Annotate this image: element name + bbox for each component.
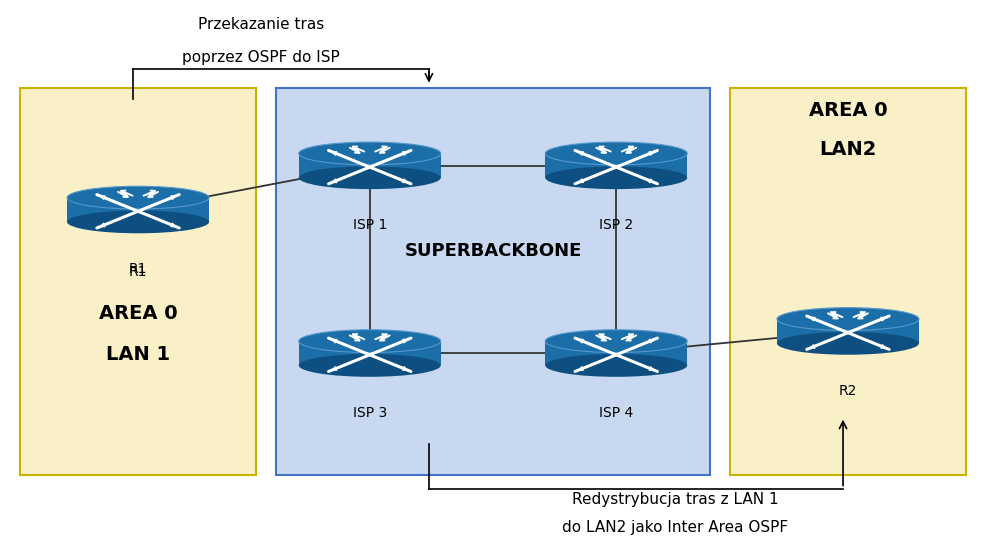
Text: LAN2: LAN2	[819, 140, 877, 158]
Ellipse shape	[299, 330, 441, 353]
Ellipse shape	[777, 307, 919, 331]
FancyBboxPatch shape	[730, 88, 966, 475]
Text: do LAN2 jako Inter Area OSPF: do LAN2 jako Inter Area OSPF	[562, 519, 789, 535]
Ellipse shape	[299, 166, 441, 189]
Text: Przekazanie tras: Przekazanie tras	[198, 17, 324, 33]
FancyBboxPatch shape	[276, 88, 710, 475]
FancyBboxPatch shape	[20, 88, 256, 475]
Text: poprzez OSPF do ISP: poprzez OSPF do ISP	[182, 50, 340, 66]
Text: R1: R1	[129, 265, 147, 279]
Text: ISP 3: ISP 3	[353, 406, 387, 420]
Ellipse shape	[545, 142, 687, 165]
Text: R1: R1	[129, 262, 147, 276]
FancyBboxPatch shape	[545, 341, 687, 365]
Text: Redystrybucja tras z LAN 1: Redystrybucja tras z LAN 1	[572, 492, 779, 507]
Ellipse shape	[299, 354, 441, 377]
Ellipse shape	[545, 354, 687, 377]
Text: R2: R2	[839, 384, 857, 397]
Text: AREA 0: AREA 0	[99, 304, 177, 322]
Ellipse shape	[545, 330, 687, 353]
Text: ISP 2: ISP 2	[599, 218, 633, 232]
FancyBboxPatch shape	[545, 153, 687, 178]
Ellipse shape	[67, 186, 209, 209]
FancyBboxPatch shape	[67, 198, 209, 222]
FancyBboxPatch shape	[299, 153, 441, 178]
Ellipse shape	[67, 210, 209, 233]
Text: ISP 4: ISP 4	[599, 406, 633, 420]
Text: SUPERBACKBONE: SUPERBACKBONE	[404, 242, 582, 260]
Text: AREA 0: AREA 0	[809, 101, 887, 120]
Text: LAN 1: LAN 1	[106, 345, 171, 364]
FancyBboxPatch shape	[777, 319, 919, 343]
Ellipse shape	[299, 142, 441, 165]
FancyBboxPatch shape	[299, 341, 441, 365]
Ellipse shape	[545, 166, 687, 189]
Text: ISP 1: ISP 1	[353, 218, 387, 232]
Ellipse shape	[777, 332, 919, 355]
